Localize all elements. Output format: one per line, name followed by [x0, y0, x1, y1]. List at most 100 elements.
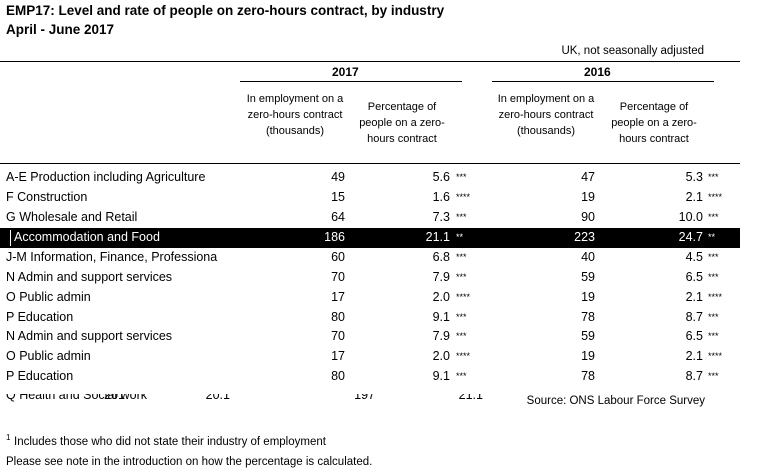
header-percentage-2016: Percentage of people on a zero-hours con…: [611, 101, 697, 145]
quality-2016-cell: ***: [708, 331, 719, 341]
quality-2017-cell: ***: [456, 252, 467, 262]
page-title: EMP17: Level and rate of people on zero-…: [6, 3, 445, 18]
quality-2016-cell: ***: [708, 252, 719, 262]
footnote-marker: 1: [6, 433, 11, 442]
quality-2017-cell: ***: [456, 212, 467, 222]
quality-2017-cell: ****: [456, 192, 471, 202]
employment-2016-cell: 78: [581, 369, 595, 383]
percentage-2016-cell: 2.1: [685, 290, 703, 304]
quality-2017-cell: ***: [456, 312, 467, 322]
industry-cell: A-E Production including Agriculture: [6, 170, 206, 184]
employment-2017-cell: 64: [331, 210, 345, 224]
percentage-2017-cell: 1.6: [432, 190, 450, 204]
partial-row-p2017: 20.1: [205, 394, 230, 402]
quality-2017-cell: ***: [456, 371, 467, 381]
partial-row-n2016: 197: [354, 394, 375, 402]
quality-2017-cell: ***: [456, 272, 467, 282]
quality-2016-cell: ***: [708, 312, 719, 322]
table-row: N Admin and support services 70 7.9 *** 59 6.…: [0, 327, 740, 347]
quality-2016-cell: ***: [708, 272, 719, 282]
employment-2016-cell: 90: [581, 210, 595, 224]
table-row: P Education 80 9.1 *** 78 8.7 ***: [0, 367, 740, 387]
quality-2016-cell: ***: [708, 172, 719, 182]
table-row: Accommodation and Food 186 21.1 ** 223 24.7 **: [0, 228, 740, 248]
percentage-2016-cell: 24.7: [678, 230, 703, 244]
table-row: G Wholesale and Retail 64 7.3 *** 90 10.0 ***: [0, 208, 740, 228]
header-employment-2016: In employment on a zero-hours contract (…: [497, 93, 595, 137]
table-row: J-M Information, Finance, Professiona 60 6…: [0, 248, 740, 268]
employment-2016-cell: 223: [574, 230, 595, 244]
percentage-2016-cell: 2.1: [685, 190, 703, 204]
partial-row: Q Health and Social work 201 20.1 197 21…: [0, 394, 520, 402]
percentage-2016-cell: 8.7: [685, 369, 703, 383]
year-2016: 2016: [584, 65, 611, 79]
employment-2017-cell: 70: [331, 270, 345, 284]
employment-2017-cell: 49: [331, 170, 345, 184]
employment-2017-cell: 15: [331, 190, 345, 204]
industry-cell: O Public admin: [6, 349, 91, 363]
partial-row-p2016: 21.1: [458, 394, 483, 402]
employment-2017-cell: 80: [331, 369, 345, 383]
employment-2017-cell: 60: [331, 250, 345, 264]
partial-row-n2017: 201: [104, 394, 125, 402]
employment-2016-cell: 19: [581, 290, 595, 304]
quality-2016-cell: ****: [708, 351, 723, 361]
page-subtitle: April - June 2017: [6, 22, 115, 37]
footnote-1: Includes those who did not state their i…: [14, 436, 326, 448]
quality-2016-cell: ***: [708, 212, 719, 222]
industry-cell: P Education: [6, 369, 74, 383]
table-row: O Public admin 17 2.0 **** 19 2.1 ****: [0, 288, 740, 308]
employment-2016-cell: 59: [581, 329, 595, 343]
employment-2017-cell: 70: [331, 329, 345, 343]
footnote-2: Please see note in the introduction on h…: [6, 456, 373, 468]
header-percentage-2017: Percentage of people on a zero-hours con…: [359, 101, 445, 145]
rule-2017: [240, 81, 462, 82]
industry-cell: N Admin and support services: [6, 329, 173, 343]
quality-2016-cell: ****: [708, 192, 723, 202]
quality-2017-cell: ***: [456, 172, 467, 182]
quality-2017-cell: ****: [456, 351, 471, 361]
top-rule: [0, 61, 740, 62]
rule-2016: [492, 81, 714, 82]
employment-2016-cell: 19: [581, 349, 595, 363]
year-2017: 2017: [332, 65, 359, 79]
employment-2016-cell: 78: [581, 310, 595, 324]
percentage-2016-cell: 2.1: [685, 349, 703, 363]
percentage-2017-cell: 2.0: [432, 290, 450, 304]
quality-2017-cell: **: [456, 232, 464, 242]
industry-cell: F Construction: [6, 190, 88, 204]
percentage-2017-cell: 2.0: [432, 349, 450, 363]
percentage-2017-cell: 9.1: [432, 369, 450, 383]
industry-cell: N Admin and support services: [6, 270, 173, 284]
percentage-2017-cell: 7.3: [432, 210, 450, 224]
quality-2017-cell: ***: [456, 331, 467, 341]
employment-2017-cell: 186: [324, 230, 345, 244]
partial-row-industry: Q Health and Social work: [6, 394, 148, 402]
percentage-2017-cell: 7.9: [432, 270, 450, 284]
table-row: F Construction 15 1.6 **** 19 2.1 ****: [0, 188, 740, 208]
table-row: O Public admin 17 2.0 **** 19 2.1 ****: [0, 347, 740, 367]
quality-2016-cell: ****: [708, 292, 723, 302]
industry-cell: P Education: [6, 310, 74, 324]
industry-cell: Accommodation and Food: [14, 230, 160, 244]
quality-2016-cell: **: [708, 232, 716, 242]
percentage-2016-cell: 6.5: [685, 270, 703, 284]
row-cursor-bar: [10, 230, 11, 246]
percentage-2017-cell: 21.1: [425, 230, 450, 244]
percentage-2016-cell: 6.5: [685, 329, 703, 343]
percentage-2017-cell: 5.6: [432, 170, 450, 184]
percentage-2016-cell: 10.0: [678, 210, 703, 224]
employment-2016-cell: 59: [581, 270, 595, 284]
employment-2016-cell: 19: [581, 190, 595, 204]
percentage-2016-cell: 8.7: [685, 310, 703, 324]
employment-2017-cell: 17: [331, 290, 345, 304]
employment-2016-cell: 47: [581, 170, 595, 184]
source-note: Source: ONS Labour Force Survey: [526, 395, 705, 407]
industry-cell: J-M Information, Finance, Professiona: [6, 250, 218, 264]
percentage-2017-cell: 9.1: [432, 310, 450, 324]
table-row: A-E Production including Agriculture 49 5.…: [0, 168, 740, 188]
industry-cell: G Wholesale and Retail: [6, 210, 138, 224]
employment-2017-cell: 17: [331, 349, 345, 363]
employment-2017-cell: 80: [331, 310, 345, 324]
seasonal-note: UK, not seasonally adjusted: [561, 45, 704, 57]
